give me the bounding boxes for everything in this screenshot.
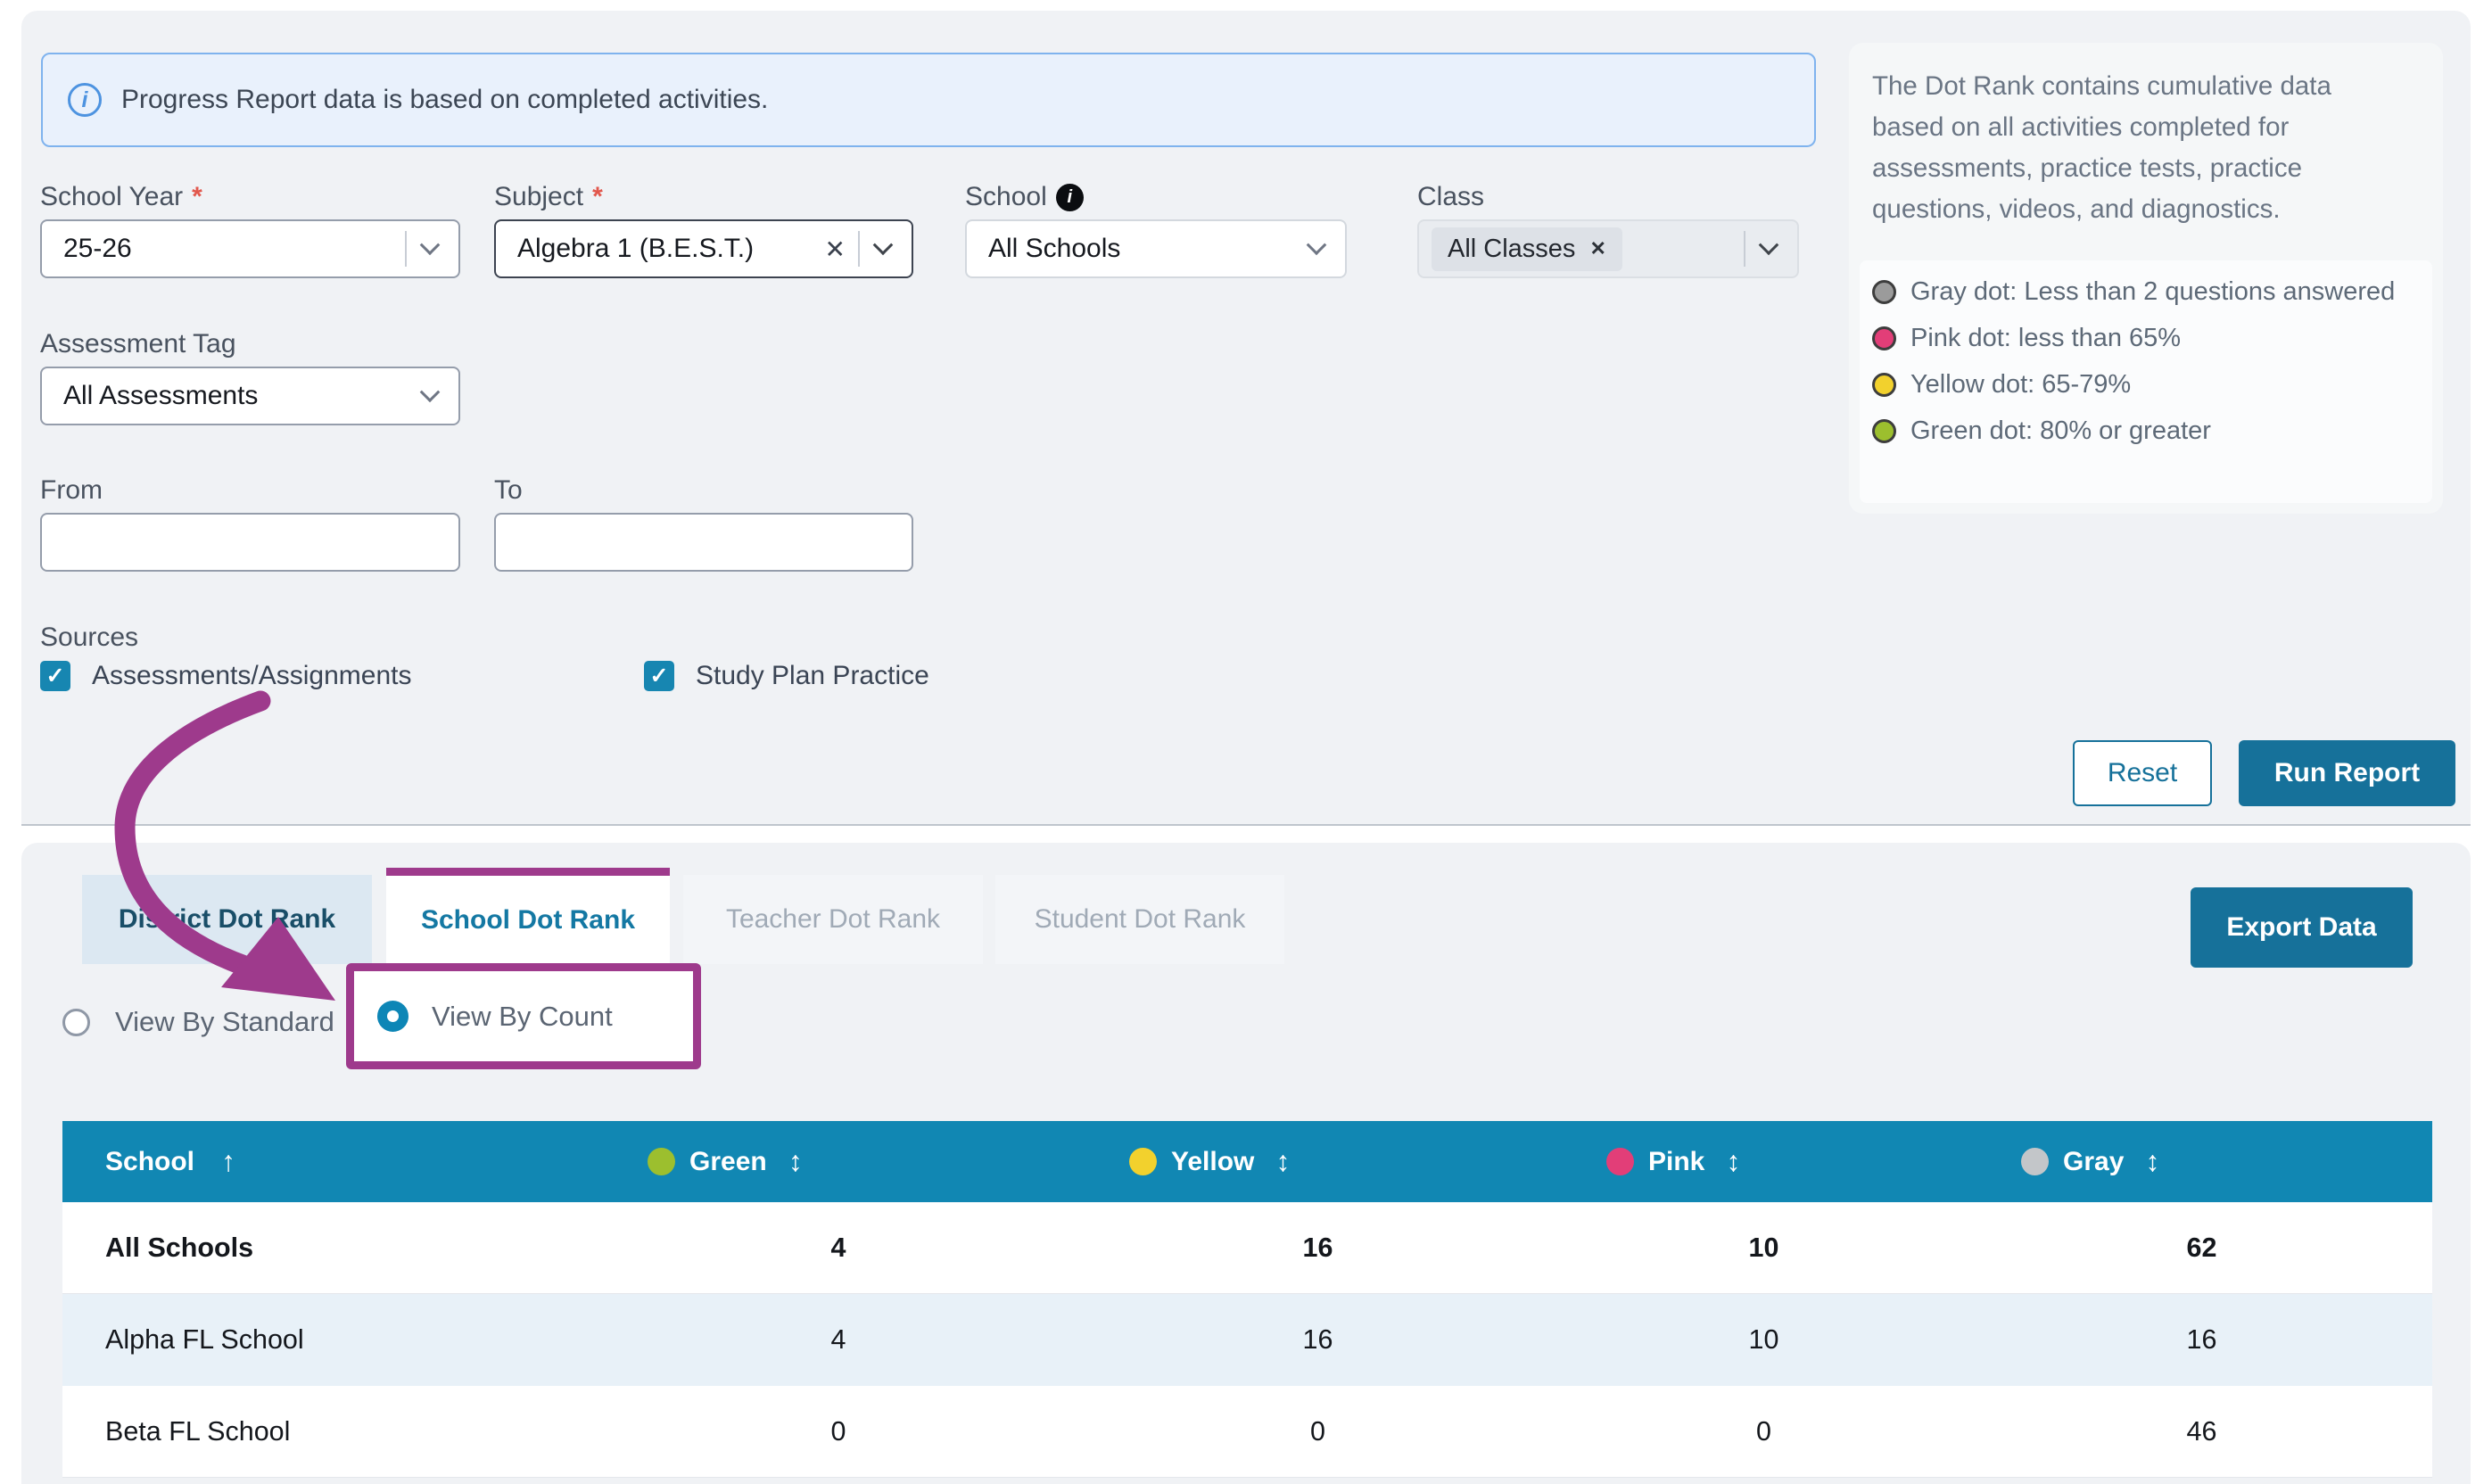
from-label: From — [40, 475, 103, 505]
dot-rank-info-panel: The Dot Rank contains cumulative data ba… — [1849, 43, 2443, 514]
yellow-dot-icon — [1872, 373, 1896, 397]
school-dot-rank-table: School ↑ Green ↕ Yellow ↕ Pink ↕ — [62, 1121, 2432, 1478]
school-select[interactable]: All Schools — [965, 219, 1347, 278]
tab-school-dot-rank[interactable]: School Dot Rank — [386, 868, 670, 964]
table-row: Beta FL School 0 0 0 46 — [62, 1386, 2432, 1478]
sort-ascending-icon[interactable]: ↑ — [221, 1145, 236, 1177]
column-header-green[interactable]: Green ↕ — [598, 1121, 1079, 1202]
table-header-row: School ↑ Green ↕ Yellow ↕ Pink ↕ — [62, 1121, 2432, 1202]
remove-chip-icon[interactable]: ✕ — [1589, 237, 1606, 260]
radio-unselected-icon[interactable] — [62, 1008, 90, 1036]
column-header-pink[interactable]: Pink ↕ — [1556, 1121, 1971, 1202]
radio-selected-icon[interactable] — [377, 1001, 408, 1032]
export-data-button[interactable]: Export Data — [2191, 887, 2413, 968]
table-row: Alpha FL School 4 16 10 16 — [62, 1294, 2432, 1386]
gray-dot-icon — [1872, 280, 1896, 304]
sources-label: Sources — [40, 622, 139, 652]
tab-district-dot-rank[interactable]: District Dot Rank — [82, 875, 372, 964]
school-year-label: School Year * — [40, 182, 202, 211]
legend-item-pink: Pink dot: less than 65% — [1872, 317, 2398, 359]
green-dot-icon — [1872, 419, 1896, 443]
school-label: School i — [965, 182, 1084, 212]
table-row: All Schools 4 16 10 62 — [62, 1202, 2432, 1294]
subject-label: Subject * — [494, 182, 603, 211]
sort-icon[interactable]: ↕ — [1726, 1145, 1741, 1177]
pink-dot-icon — [1606, 1148, 1634, 1175]
tab-teacher-dot-rank[interactable]: Teacher Dot Rank — [683, 875, 983, 964]
sort-icon[interactable]: ↕ — [2145, 1145, 2160, 1177]
column-header-school[interactable]: School ↑ — [105, 1145, 236, 1177]
from-date-input[interactable] — [40, 513, 460, 572]
chevron-down-icon[interactable] — [1306, 235, 1327, 256]
chevron-down-icon[interactable] — [419, 382, 441, 403]
subject-select[interactable]: Algebra 1 (B.E.S.T.) ✕ — [494, 219, 913, 278]
assessment-tag-label: Assessment Tag — [40, 329, 236, 359]
chevron-down-icon[interactable] — [872, 235, 894, 256]
dot-rank-description: The Dot Rank contains cumulative data ba… — [1872, 71, 2331, 224]
to-date-input[interactable] — [494, 513, 913, 572]
chevron-down-icon[interactable] — [1758, 235, 1779, 256]
chevron-down-icon[interactable] — [419, 235, 441, 256]
class-chip: All Classes ✕ — [1432, 227, 1622, 271]
filters-panel: i Progress Report data is based on compl… — [21, 11, 2471, 826]
info-banner-text: Progress Report data is based on complet… — [121, 85, 769, 114]
legend-item-green: Green dot: 80% or greater — [1872, 410, 2398, 451]
school-info-icon[interactable]: i — [1055, 183, 1084, 211]
dot-rank-legend: Gray dot: Less than 2 questions answered… — [1860, 260, 2432, 503]
class-select[interactable]: All Classes ✕ — [1417, 219, 1799, 278]
column-header-gray[interactable]: Gray ↕ — [1971, 1121, 2432, 1202]
to-label: To — [494, 475, 523, 505]
gray-dot-icon — [2021, 1148, 2049, 1175]
sort-icon[interactable]: ↕ — [788, 1145, 803, 1177]
view-by-count-option[interactable]: View By Count — [432, 1000, 613, 1032]
column-header-yellow[interactable]: Yellow ↕ — [1079, 1121, 1556, 1202]
info-icon: i — [68, 83, 102, 117]
reset-button[interactable]: Reset — [2073, 740, 2212, 806]
view-by-count-annotation-box: View By Count — [346, 963, 701, 1069]
legend-item-gray: Gray dot: Less than 2 questions answered — [1872, 271, 2398, 312]
results-panel: District Dot Rank School Dot Rank Teache… — [21, 843, 2471, 1484]
checkbox-checked-icon[interactable]: ✓ — [40, 661, 70, 691]
checkbox-checked-icon[interactable]: ✓ — [644, 661, 674, 691]
tab-student-dot-rank[interactable]: Student Dot Rank — [995, 875, 1284, 964]
class-label: Class — [1417, 182, 1485, 211]
clear-subject-icon[interactable]: ✕ — [824, 235, 846, 263]
info-banner: i Progress Report data is based on compl… — [41, 53, 1816, 147]
source-study-plan-checkbox-row: ✓ Study Plan Practice — [644, 661, 929, 691]
yellow-dot-icon — [1129, 1148, 1157, 1175]
source-assessments-checkbox-row: ✓ Assessments/Assignments — [40, 661, 411, 691]
assessment-tag-select[interactable]: All Assessments — [40, 367, 460, 425]
sort-icon[interactable]: ↕ — [1275, 1145, 1291, 1177]
legend-item-yellow: Yellow dot: 65-79% — [1872, 364, 2398, 405]
run-report-button[interactable]: Run Report — [2239, 740, 2455, 806]
school-year-select[interactable]: 25-26 — [40, 219, 460, 278]
view-by-standard-option[interactable]: View By Standard — [62, 1006, 334, 1038]
pink-dot-icon — [1872, 326, 1896, 350]
green-dot-icon — [648, 1148, 675, 1175]
